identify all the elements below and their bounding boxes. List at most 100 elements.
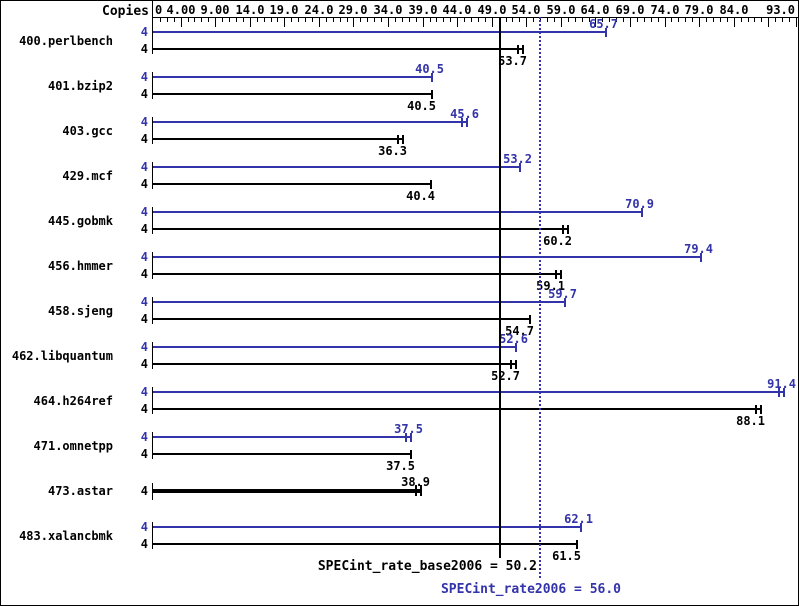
axis-minor-tick [367, 18, 368, 22]
base-value-label: 54.7 [505, 324, 534, 338]
base-value-label: 40.4 [406, 189, 435, 203]
base-bar [153, 543, 578, 545]
copies-label: 4 [140, 222, 148, 236]
base-bar-end-cap [567, 225, 569, 234]
benchmark-label: 464.h264ref [33, 394, 113, 408]
base-bar [153, 489, 422, 493]
base-bar [153, 228, 569, 230]
copies-label: 4 [140, 132, 148, 146]
axis-tick-label: 19.0 [269, 3, 299, 17]
base-value-label: 61.5 [552, 549, 581, 563]
base-bar-end-cap [420, 485, 422, 496]
base-mean-line [499, 17, 501, 558]
axis-minor-tick [271, 18, 272, 22]
peak-bar-end-cap [515, 343, 517, 352]
axis-minor-tick [789, 18, 790, 22]
axis-major-tick [699, 18, 700, 27]
peak-bar [153, 121, 468, 123]
axis-minor-tick [547, 18, 548, 22]
copies-label: 4 [140, 447, 148, 461]
axis-minor-tick [436, 18, 437, 22]
axis-tick-label: 69.0 [615, 3, 645, 17]
axis-tick-label: 9.00 [200, 3, 230, 17]
axis-minor-tick [678, 18, 679, 22]
axis-minor-tick [347, 18, 348, 22]
peak-value-label: 40.5 [415, 62, 444, 76]
axis-minor-tick [582, 18, 583, 22]
axis-minor-tick [575, 18, 576, 22]
base-bar [153, 408, 762, 410]
peak-bar [153, 526, 582, 528]
base-bar [153, 318, 531, 320]
axis-minor-tick [381, 18, 382, 22]
axis-minor-tick [602, 18, 603, 22]
axis-minor-tick [727, 18, 728, 22]
base-bar-error-tick [555, 270, 557, 279]
group-baseline [152, 483, 153, 500]
base-bar [153, 273, 562, 275]
group-baseline [152, 342, 153, 369]
axis-minor-tick [264, 18, 265, 22]
axis-tick-label: 49.0 [477, 3, 507, 17]
axis-tick-label: 39.0 [408, 3, 438, 17]
axis-major-tick [181, 18, 182, 27]
peak-value-label: 79.4 [684, 242, 713, 256]
axis-minor-tick [706, 18, 707, 22]
peak-value-label: 52.6 [499, 332, 528, 346]
peak-bar [153, 31, 607, 33]
axis-minor-tick [658, 18, 659, 22]
copies-label: 4 [140, 70, 148, 84]
axis-minor-tick [160, 18, 161, 22]
axis-major-tick [423, 18, 424, 27]
base-bar-end-cap [515, 360, 517, 369]
axis-major-tick [388, 18, 389, 27]
group-baseline [152, 117, 153, 144]
base-bar-end-cap [402, 135, 404, 144]
peak-mean-line [539, 17, 541, 578]
base-bar [153, 138, 404, 140]
axis-minor-tick [298, 18, 299, 22]
copies-label: 4 [140, 160, 148, 174]
axis-minor-tick [257, 18, 258, 22]
axis-major-tick [284, 18, 285, 27]
base-bar-end-cap [560, 270, 562, 279]
base-value-label: 40.5 [407, 99, 436, 113]
axis-minor-tick [229, 18, 230, 22]
axis-minor-tick [741, 18, 742, 22]
axis-minor-tick [644, 18, 645, 22]
axis-minor-tick [761, 18, 762, 22]
axis-minor-tick [685, 18, 686, 22]
group-baseline [152, 27, 153, 54]
axis-tick-label: 79.0 [684, 3, 714, 17]
peak-value-label: 70.9 [625, 197, 654, 211]
axis-minor-tick [713, 18, 714, 22]
axis-minor-tick [533, 18, 534, 22]
copies-label: 4 [140, 250, 148, 264]
copies-label: 4 [140, 295, 148, 309]
axis-tick-label: 24.0 [304, 3, 334, 17]
axis-minor-tick [589, 18, 590, 22]
base-value-label: 60.2 [543, 234, 572, 248]
peak-bar-end-cap [783, 388, 785, 397]
base-bar-end-cap [760, 405, 762, 414]
base-mean-label: SPECint_rate_base2006 = 50.2 [317, 559, 537, 574]
axis-tick-label: 14.0 [235, 3, 265, 17]
axis-minor-tick [443, 18, 444, 22]
axis-major-tick [734, 18, 735, 27]
axis-tick-label: 0 [155, 3, 163, 17]
peak-value-label: 53.2 [503, 152, 532, 166]
copies-label: 4 [140, 484, 148, 498]
peak-bar [153, 76, 433, 78]
axis-minor-tick [471, 18, 472, 22]
base-bar [153, 183, 432, 185]
axis-minor-tick [194, 18, 195, 22]
axis-minor-tick [236, 18, 237, 22]
benchmark-label: 456.hmmer [47, 259, 113, 273]
copies-label: 4 [140, 402, 148, 416]
base-value-label: 59.1 [536, 279, 565, 293]
benchmark-label: 403.gcc [62, 124, 113, 138]
axis-minor-tick [360, 18, 361, 22]
peak-bar-end-cap [431, 73, 433, 82]
axis-minor-tick [374, 18, 375, 22]
